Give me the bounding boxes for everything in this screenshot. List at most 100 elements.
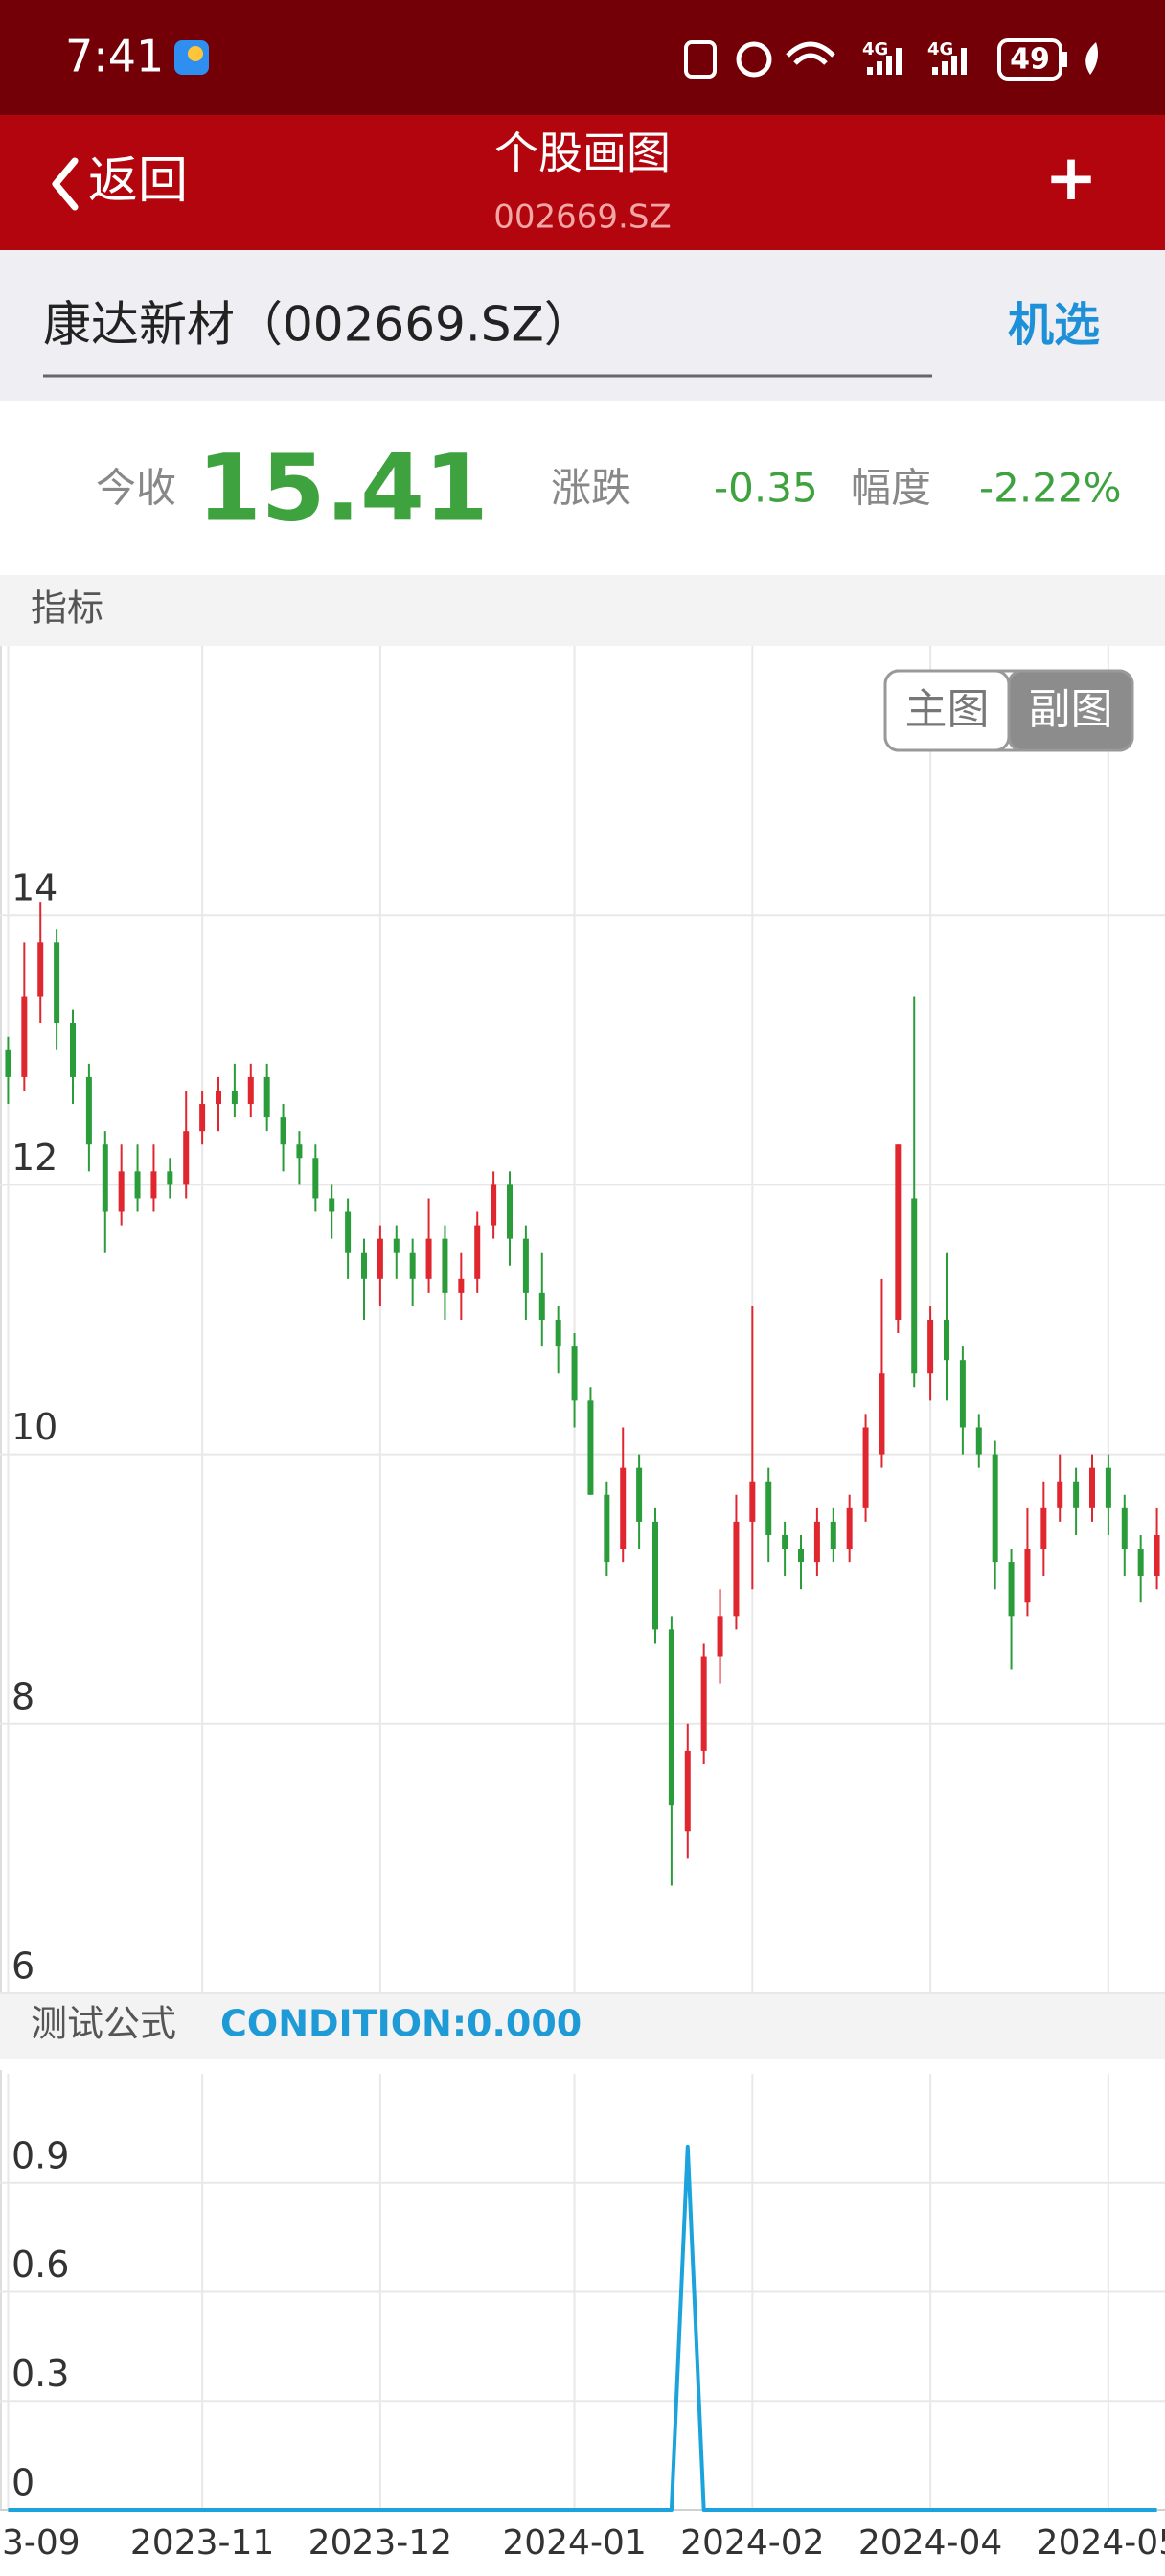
section-title: 指标 [31, 587, 103, 630]
candle-body [167, 1171, 173, 1185]
candle-body [1008, 1562, 1015, 1617]
toggle-label: 副图 [1029, 685, 1113, 734]
battery-level: 49 [1010, 43, 1050, 77]
candle-body [992, 1454, 998, 1563]
candle-body [1024, 1549, 1031, 1603]
candle-body [927, 1320, 934, 1374]
pick-button[interactable]: 机选 [1008, 298, 1100, 352]
x-tick-label: 2024-04 [858, 2523, 1002, 2563]
y-tick-label: 12 [11, 1137, 57, 1179]
candle-body [247, 1076, 254, 1105]
candle-body [538, 1292, 545, 1320]
candle-body [216, 1090, 221, 1105]
candle-body [862, 1427, 869, 1508]
candle-body [620, 1467, 627, 1550]
signal-icon [867, 48, 902, 75]
alarm-icon [736, 41, 772, 78]
network-label: 4G [862, 39, 888, 59]
candle-body [684, 1750, 691, 1832]
candle-body [604, 1494, 610, 1563]
back-button[interactable]: 返回 [88, 152, 188, 210]
candle-body [1057, 1481, 1063, 1508]
signal-icon [932, 48, 967, 75]
candle-body [1073, 1481, 1080, 1508]
close-label: 今收 [96, 465, 176, 512]
toggle-label: 主图 [905, 685, 990, 734]
candle-body [1040, 1507, 1047, 1550]
nfc-icon [684, 40, 717, 79]
page-title: 个股画图 [494, 127, 671, 179]
battery-icon [997, 38, 1062, 80]
candle-body [846, 1507, 853, 1550]
y-tick-label: 0 [11, 2462, 34, 2504]
candle-body [458, 1278, 465, 1293]
candle-body [150, 1171, 157, 1199]
candle-body [1105, 1467, 1111, 1508]
x-tick-label: 2024-02 [680, 2523, 824, 2563]
candle-body [813, 1521, 820, 1563]
network-label: 4G [927, 39, 953, 59]
candle-body [830, 1521, 836, 1550]
candle-body [765, 1481, 772, 1535]
add-button[interactable]: + [1044, 141, 1097, 215]
candle-body [749, 1481, 756, 1522]
candle-body [798, 1549, 804, 1563]
candle-body [911, 1198, 918, 1374]
candle-body [377, 1238, 383, 1279]
candle-body [1089, 1467, 1095, 1508]
candle-body [1137, 1549, 1144, 1576]
candle-body [329, 1198, 335, 1212]
clock: 7:41 [65, 31, 164, 82]
candle-body [442, 1238, 448, 1293]
x-tick-label: 2023-12 [308, 2523, 452, 2563]
candle-body [312, 1158, 319, 1199]
change-label: 涨跌 [551, 465, 631, 512]
candle-body [37, 942, 44, 997]
condition-value: CONDITION:0.000 [220, 2003, 582, 2045]
candle-body [1154, 1534, 1160, 1576]
y-tick-label: 14 [11, 867, 57, 909]
candle-body [895, 1144, 902, 1320]
candle-body [134, 1171, 141, 1199]
candle-body [118, 1171, 125, 1212]
change-value: -0.35 [714, 465, 818, 512]
candle-body [782, 1534, 788, 1550]
candle-body [733, 1521, 740, 1617]
battery-tip [1062, 52, 1067, 67]
quote-row [0, 401, 1165, 575]
wifi-icon [786, 41, 835, 65]
candle-body [85, 1076, 92, 1145]
x-tick-label: 2023-11 [130, 2523, 274, 2563]
y-tick-label: 0.3 [11, 2353, 69, 2395]
candle-body [491, 1184, 497, 1226]
close-price: 15.41 [197, 434, 489, 541]
section-bar [0, 1993, 1165, 2059]
candle-body [944, 1320, 949, 1361]
section-bar [0, 575, 1165, 646]
candle-body [717, 1616, 723, 1657]
candle-body [571, 1346, 578, 1401]
candle-body [1121, 1507, 1128, 1550]
candle-body [102, 1144, 108, 1212]
candle-body [231, 1090, 238, 1105]
candle-body [70, 1023, 76, 1077]
candle-body [296, 1144, 303, 1159]
candle-body [959, 1360, 966, 1428]
back-chevron[interactable] [52, 157, 79, 211]
app-header [0, 115, 1165, 250]
candle-body [54, 942, 60, 1024]
weather-sun [188, 46, 203, 61]
chart-toggle[interactable]: 主图 副图 [883, 669, 1134, 752]
candle-body [668, 1629, 674, 1806]
candle-body [522, 1238, 529, 1293]
x-tick-label: 2024-01 [502, 2523, 646, 2563]
pct-label: 幅度 [851, 465, 931, 512]
y-tick-label: 6 [11, 1945, 34, 1988]
condition-line [8, 2144, 1157, 2512]
pct-value: -2.22% [979, 465, 1122, 512]
page-subtitle: 002669.SZ [493, 198, 671, 237]
candle-body [183, 1131, 190, 1185]
search-input[interactable]: 康达新材（002669.SZ） [43, 297, 592, 353]
toggle-option[interactable] [1007, 669, 1134, 752]
